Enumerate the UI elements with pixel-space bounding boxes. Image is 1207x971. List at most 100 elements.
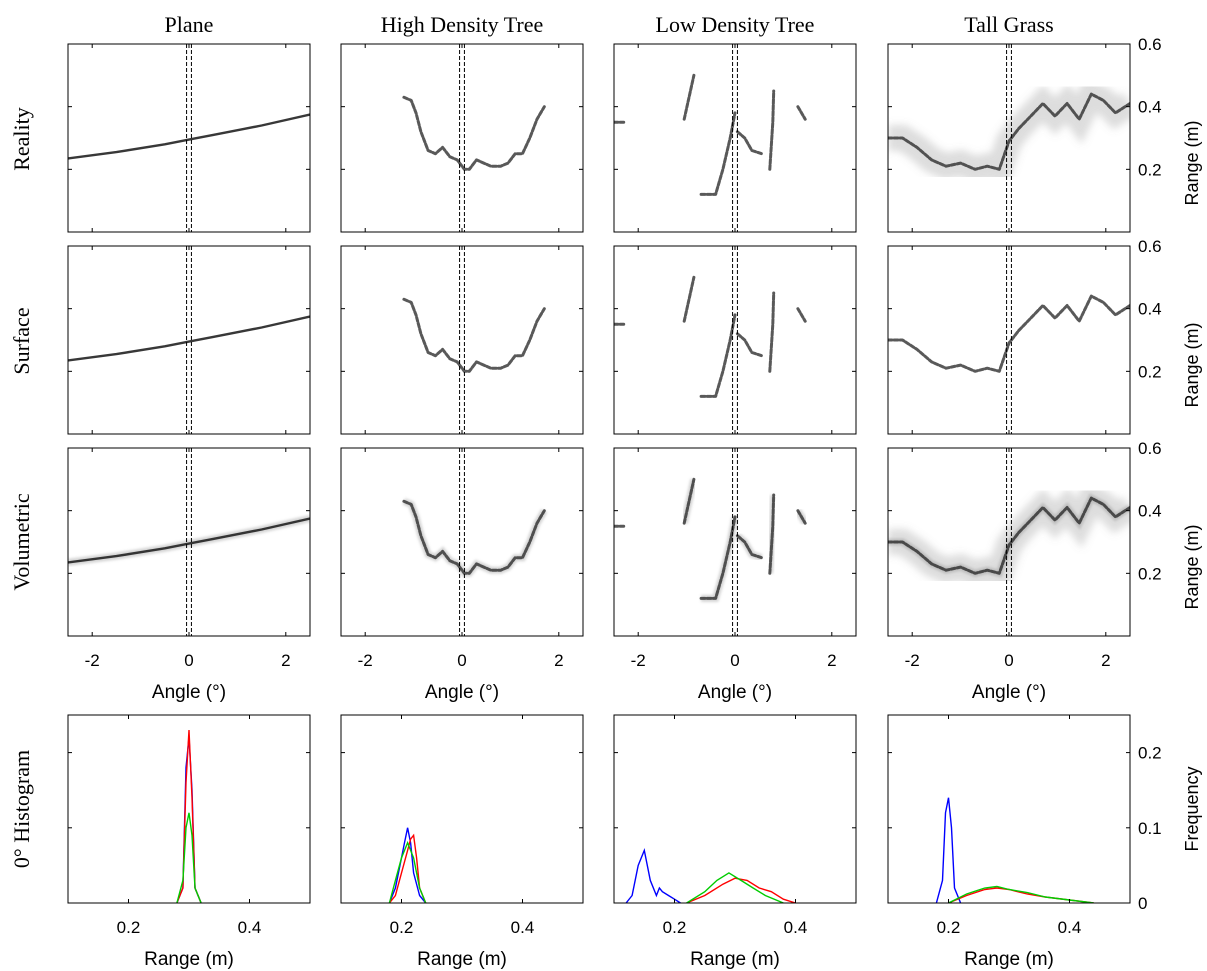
scan-trace-5 [796, 307, 807, 323]
histogram-lines [176, 729, 202, 903]
scan-trace-0 [68, 517, 310, 564]
scan-trace-2 [699, 515, 737, 600]
x-axis-label: Angle (°) [972, 682, 1046, 703]
scan-trace-3 [735, 130, 764, 156]
x-tick-label: 0 [457, 651, 466, 670]
x-tick-label: 2 [827, 651, 836, 670]
scan-halo [402, 498, 548, 577]
scan-trace-group [68, 315, 310, 362]
scan-trace-4 [768, 291, 776, 373]
x-tick-label: 0.4 [1058, 918, 1082, 937]
scan-trace-0 [68, 315, 310, 362]
column-title-tall-grass: Tall Grass [964, 12, 1054, 37]
scan-trace-group [888, 76, 1130, 185]
scan-trace-group [402, 95, 546, 171]
histogram-lines [625, 847, 796, 903]
scan-trace-0 [68, 113, 310, 160]
scan-trace-3 [735, 534, 764, 560]
panel-frame [887, 714, 1131, 904]
scan-trace-group [68, 515, 310, 566]
scan-trace-group [888, 480, 1130, 589]
histogram-series-2 [176, 812, 202, 903]
scan-panel-volumetric-low-density-tree: -2 0 2 Angle (°) [613, 447, 857, 703]
histogram-series-0 [176, 737, 202, 903]
x-axis-label: Angle (°) [698, 682, 772, 703]
y-tick-label: 0.6 [1138, 237, 1162, 256]
panel-frame [67, 245, 311, 435]
x-tick-label: 0.4 [784, 918, 808, 937]
scan-trace-2 [699, 111, 737, 196]
histogram-series-0 [625, 847, 681, 903]
x-tick-label: -2 [358, 651, 373, 670]
x-tick-label: 0.2 [937, 918, 961, 937]
x-tick-label: 0.2 [663, 918, 687, 937]
x-tick-label: 0 [1004, 651, 1013, 670]
panel-frame [340, 714, 584, 904]
x-axis-label: Angle (°) [152, 682, 226, 703]
scan-trace-0 [402, 95, 546, 171]
scan-panel-surface-tall-grass: 0.2 0.4 0.6 Range (m) [887, 237, 1202, 435]
histogram-lines [388, 827, 427, 903]
y-tick-label: 0.4 [1138, 300, 1162, 319]
scan-trace-2 [699, 313, 737, 398]
scan-trace-1 [682, 477, 696, 525]
y-tick-label: 0.4 [1138, 502, 1162, 521]
row-titles: Reality Surface Volumetric 0° Histogram [9, 107, 34, 868]
scan-trace-0 [402, 297, 546, 373]
y-tick-label: 0.6 [1138, 439, 1162, 458]
x-axis-label: Range (m) [417, 949, 507, 970]
scan-trace-group [402, 498, 548, 577]
x-tick-label: 2 [1101, 651, 1110, 670]
panel-frame [340, 245, 584, 435]
scan-trace-0 [888, 92, 1130, 171]
scan-trace-1 [682, 73, 696, 121]
scan-trace-group [614, 477, 809, 602]
histogram-series-1 [388, 833, 427, 903]
scan-panel-volumetric-tall-grass: -2 0 2 Angle (°) 0.2 0.4 0.6 Range (m) [887, 439, 1202, 703]
row-title-histogram: 0° Histogram [9, 750, 34, 868]
x-axis-label: Range (m) [144, 949, 234, 970]
y-tick-label: 0.2 [1138, 160, 1162, 179]
histogram-series-2 [948, 885, 1094, 903]
scan-panel-surface-high-density-tree [340, 245, 584, 435]
scan-halo [68, 515, 310, 566]
x-tick-label: 0.4 [511, 918, 535, 937]
scan-trace-3 [735, 332, 764, 358]
x-tick-label: 2 [281, 651, 290, 670]
panel-frame [67, 43, 311, 233]
x-tick-label: 0.4 [238, 918, 262, 937]
histogram-series-0 [935, 797, 962, 903]
scan-trace-4 [768, 89, 776, 171]
x-tick-label: -2 [85, 651, 100, 670]
scan-trace-4 [768, 493, 776, 575]
x-axis-label: Angle (°) [425, 682, 499, 703]
scan-panel-surface-low-density-tree [613, 245, 857, 435]
column-title-low-density-tree: Low Density Tree [656, 12, 815, 37]
x-tick-label: 0 [184, 651, 193, 670]
histogram-series-1 [686, 877, 796, 903]
x-tick-label: -2 [631, 651, 646, 670]
panel-frame [613, 447, 857, 637]
histogram-series-2 [686, 872, 784, 903]
x-tick-label: 0.2 [390, 918, 414, 937]
scan-trace-group [614, 275, 807, 398]
y-tick-label: 0 [1138, 894, 1147, 913]
y-axis-label: Range (m) [1182, 322, 1202, 407]
panel-frame [613, 245, 857, 435]
y-axis-label: Frequency [1182, 766, 1202, 851]
panel-frame [67, 714, 311, 904]
row-title-surface: Surface [9, 307, 34, 374]
column-titles: Plane High Density Tree Low Density Tree… [165, 12, 1054, 37]
x-tick-label: -2 [905, 651, 920, 670]
panel-frame [340, 447, 584, 637]
x-axis-label: Range (m) [690, 949, 780, 970]
panel-frame [887, 245, 1131, 435]
scan-panel-reality-high-density-tree [340, 43, 584, 233]
panel-frame [340, 43, 584, 233]
scan-panel-volumetric-plane: -2 0 2 Angle (°) [67, 447, 311, 703]
